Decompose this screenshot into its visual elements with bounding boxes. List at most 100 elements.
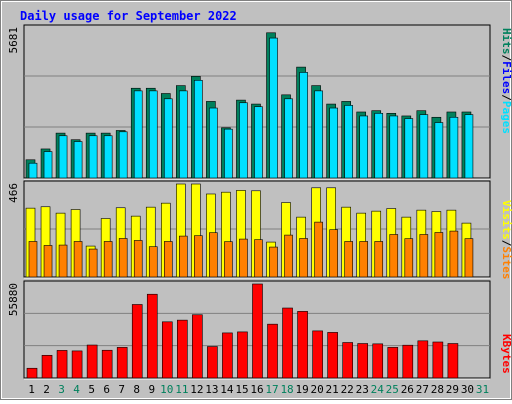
kbytes-bar [357,343,369,379]
panel-1-ymax-label: 5681 [7,27,20,54]
day-label: 29 [446,383,459,396]
sites-bar [329,229,338,278]
panel-3-legend: KBytes [500,334,512,374]
sites-bar [28,241,38,278]
pages-bar [58,135,68,179]
kbytes-bar [372,343,384,379]
kbytes-bar [56,350,68,379]
kbytes-bar [312,330,323,379]
kbytes-bar [342,342,353,379]
kbytes-bar [402,344,414,379]
day-label: 2 [43,383,50,396]
kbytes-bar [327,332,338,379]
pages-bar [434,122,444,179]
day-label: 30 [461,383,474,396]
sites-bar [314,221,323,278]
sites-bar [434,232,444,278]
sites-bar [43,245,53,278]
kbytes-bar [116,347,128,379]
sites-bar [404,238,414,278]
day-label: 14 [220,383,234,396]
kbytes-bar [387,347,399,379]
pages-bar [73,141,83,179]
pages-bar [299,72,308,179]
sites-bar [464,238,474,278]
sites-bar [118,238,128,278]
kbytes-bar [432,341,444,379]
day-label: 15 [235,383,248,396]
day-label: 11 [175,383,188,396]
pages-bar [133,90,143,179]
sites-bar [449,230,459,278]
sites-bar [284,234,293,278]
legend-hits: Hits [500,28,512,55]
pages-bar [194,80,203,179]
pages-bar [239,102,248,179]
legend-kbytes: KBytes [500,334,512,374]
day-label: 20 [311,383,324,396]
day-label: 25 [386,383,399,396]
pages-bar [28,162,38,179]
kbytes-bar [192,314,203,379]
panel-3-ymax-label: 55880 [7,283,20,316]
sites-bar [179,235,188,278]
kbytes-bar [71,350,83,379]
kbytes-bar [297,311,308,379]
kbytes-bar [417,340,429,379]
kbytes-bar [207,346,218,379]
sites-bar [163,241,173,278]
day-label: 1 [28,383,35,396]
pages-bar [359,115,369,179]
pages-bar [118,131,128,179]
panel-1-legend: Hits/Files/Pages [500,28,512,134]
pages-bar [148,90,158,179]
legend-visits: Visits [500,200,512,240]
day-label: 24 [371,383,385,396]
sites-bar [299,238,308,278]
pages-bar [269,37,278,179]
day-label: 8 [133,383,140,396]
sites-bar [58,244,68,278]
day-label: 31 [476,383,489,396]
day-label: 10 [160,383,173,396]
pages-bar [344,105,353,179]
kbytes-bar [26,367,38,379]
pages-bar [314,90,323,179]
day-label: 5 [88,383,95,396]
pages-bar [179,90,188,179]
chart-title: Daily usage for September 2022 [20,9,237,23]
day-label: 19 [295,383,308,396]
kbytes-bar [41,354,53,379]
sites-bar [419,234,429,278]
day-label: 26 [401,383,414,396]
day-label: 23 [356,383,369,396]
legend-files: Files [500,61,512,94]
sites-bar [344,241,353,278]
day-label: 12 [190,383,203,396]
pages-bar [88,135,98,179]
legend-sep: / [500,55,512,62]
sites-bar [239,238,248,278]
kbytes-bar [101,349,113,379]
legend-sep: / [500,240,512,247]
kbytes-bar [267,323,278,379]
kbytes-bar [86,344,98,379]
sites-bar [389,234,399,278]
pages-bar [163,98,173,179]
kbytes-bar [131,304,143,379]
day-label: 13 [205,383,218,396]
panel-2-legend: Visits/Sites [500,200,512,280]
pages-bar [419,114,429,179]
pages-bar [329,107,338,179]
kbytes-bar [146,293,158,379]
day-label: 27 [416,383,429,396]
day-label: 3 [58,383,65,396]
sites-bar [269,246,278,278]
day-label: 28 [431,383,444,396]
legend-pages: Pages [500,101,512,134]
day-label: 16 [250,383,263,396]
